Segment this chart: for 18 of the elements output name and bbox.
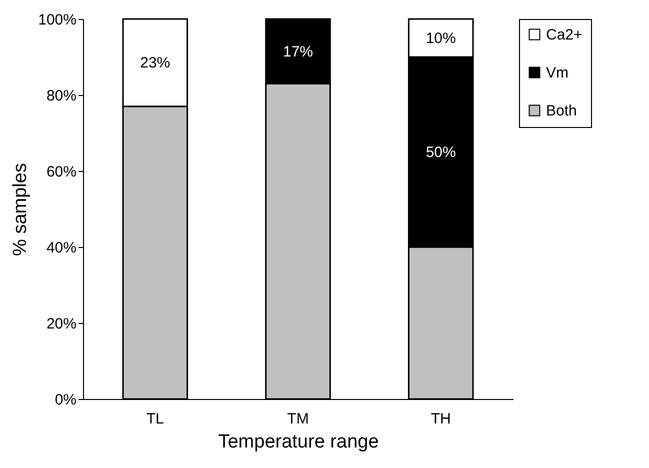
x-tick-label: TM [287, 410, 309, 428]
y-tick-label: 60% [46, 164, 76, 180]
data-label: 10% [426, 30, 456, 47]
data-label: 17% [282, 43, 314, 60]
x-tick-label: TH [430, 410, 451, 428]
y-tick-label: 80% [46, 88, 76, 104]
x-tick-label: TL [146, 410, 164, 428]
y-tick-label: 20% [46, 316, 76, 332]
data-label: 50% [426, 144, 456, 161]
legend-label: Vm [546, 64, 568, 82]
data-label: 23% [140, 54, 170, 72]
y-tick-label: 100% [38, 12, 76, 28]
y-tick-label: 0% [54, 392, 76, 408]
legend-label: Both [546, 102, 577, 120]
y-tick-label: 40% [46, 240, 76, 256]
y-axis-title: % samples [10, 163, 32, 256]
x-axis-title: Temperature range [218, 432, 379, 452]
legend-label: Ca2+ [546, 26, 583, 44]
